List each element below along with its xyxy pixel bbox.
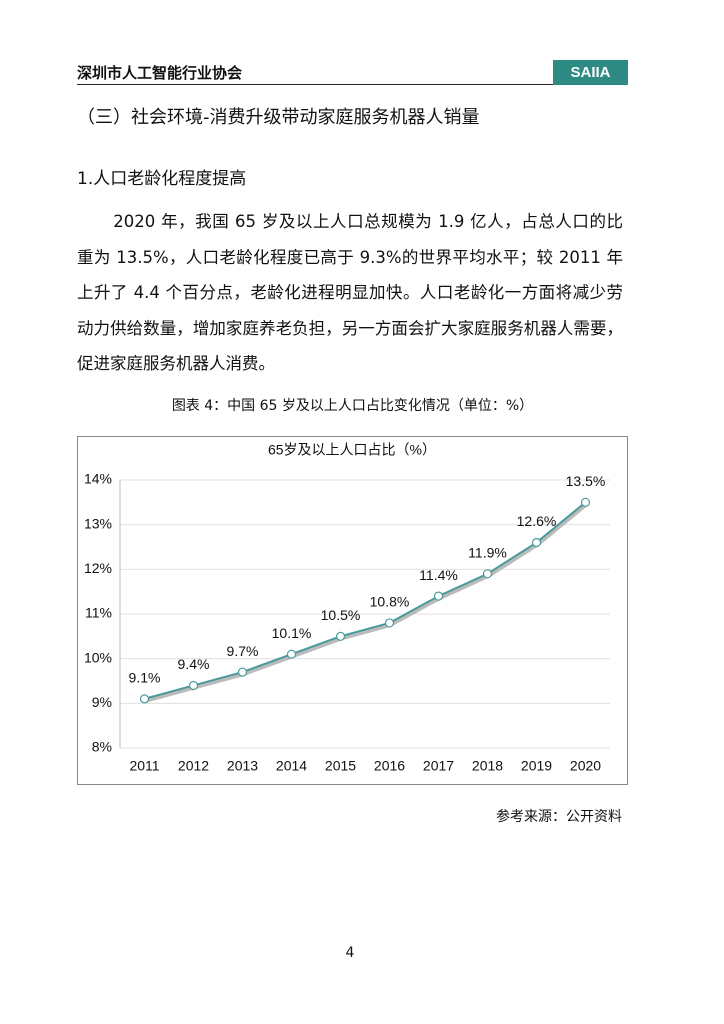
value-label: 10.5% — [321, 607, 361, 623]
y-tick-label: 11% — [85, 605, 112, 621]
y-tick-label: 13% — [84, 515, 112, 531]
chart-title: 65岁及以上人口占比（%） — [268, 442, 436, 458]
header-badge: SAIIA — [553, 60, 628, 85]
x-tick-label: 2018 — [472, 758, 503, 774]
point — [139, 694, 150, 704]
y-tick-label: 12% — [84, 560, 112, 576]
chart-frame — [77, 436, 628, 785]
value-label: 10.8% — [370, 594, 410, 610]
header-rule — [77, 84, 628, 85]
section-title: （三）社会环境-消费升级带动家庭服务机器人销量 — [77, 107, 480, 128]
value-label: 9.7% — [227, 643, 259, 659]
x-tick-label: 2020 — [570, 758, 601, 774]
value-label: 9.4% — [178, 656, 210, 672]
page-number: 4 — [345, 945, 355, 961]
value-label: 9.1% — [129, 670, 161, 686]
header-org: 深圳市人工智能行业协会 — [77, 64, 243, 82]
point — [188, 680, 199, 691]
y-tick-label: 9% — [92, 694, 112, 710]
point — [286, 649, 297, 659]
x-tick-label: 2016 — [374, 758, 405, 774]
value-label: 12.6% — [517, 513, 557, 529]
value-label: 10.1% — [272, 625, 312, 641]
x-tick-label: 2014 — [276, 758, 307, 774]
figure-caption: 图表 4：中国 65 岁及以上人口占比变化情况（单位：%） — [171, 398, 534, 414]
point — [580, 497, 591, 507]
point — [433, 591, 444, 601]
paragraph: 2020 年，我国 65 岁及以上人口总规模为 1.9 亿人，占总人口的比重为 … — [77, 212, 623, 373]
point — [237, 667, 248, 677]
subsection-title: 1.人口老龄化程度提高 — [77, 169, 247, 189]
value-label: 11.9% — [468, 545, 507, 561]
line-shadow — [144, 502, 588, 703]
point — [531, 537, 542, 548]
source-note: 参考来源：公开资料 — [496, 809, 622, 825]
x-tick-label: 2017 — [423, 758, 454, 774]
point — [482, 569, 493, 579]
x-tick-label: 2015 — [325, 758, 356, 774]
data-line — [144, 501, 587, 700]
point — [335, 631, 346, 641]
point — [384, 618, 395, 628]
x-tick-label: 2019 — [521, 758, 552, 774]
y-tick-label: 10% — [84, 649, 112, 665]
value-label: 11.4% — [419, 567, 458, 583]
y-tick-label: 14% — [84, 471, 112, 487]
x-tick-label: 2011 — [129, 758, 159, 774]
x-tick-label: 2013 — [227, 758, 258, 774]
value-label: 13.5% — [566, 473, 606, 489]
y-tick-label: 8% — [92, 739, 112, 755]
x-tick-label: 2012 — [178, 758, 209, 774]
chart: 65岁及以上人口占比（%） 8% 9% 10% 11% 12% 13% 14% 2011 201… — [77, 436, 628, 785]
